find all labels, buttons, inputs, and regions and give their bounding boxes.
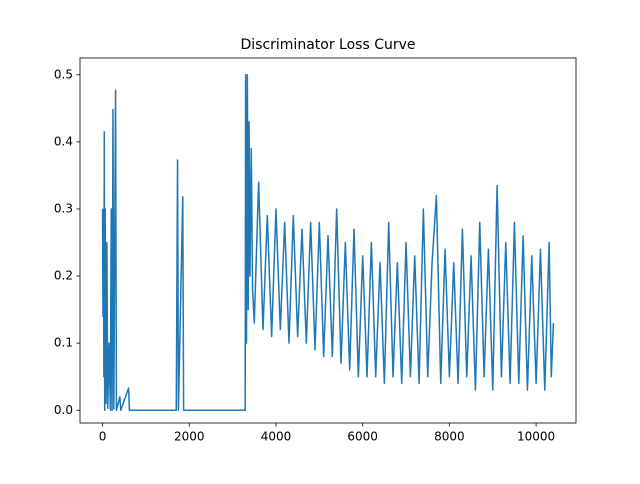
x-tick-label: 0 xyxy=(99,430,107,444)
y-tick-label: 0.1 xyxy=(54,336,73,350)
y-tick-label: 0.2 xyxy=(54,269,73,283)
x-tick-label: 2000 xyxy=(174,430,205,444)
x-tick-label: 8000 xyxy=(434,430,465,444)
y-tick-label: 0.5 xyxy=(54,67,73,81)
x-tick-label: 10000 xyxy=(517,430,555,444)
y-tick-label: 0.0 xyxy=(54,403,73,417)
plot-frame xyxy=(79,57,577,424)
chart-title: Discriminator Loss Curve xyxy=(240,37,415,53)
x-tick-label: 6000 xyxy=(347,430,378,444)
y-tick-label: 0.3 xyxy=(54,201,73,215)
loss-line xyxy=(101,74,555,411)
x-tick-label: 4000 xyxy=(261,430,292,444)
y-tick-label: 0.4 xyxy=(54,134,73,148)
